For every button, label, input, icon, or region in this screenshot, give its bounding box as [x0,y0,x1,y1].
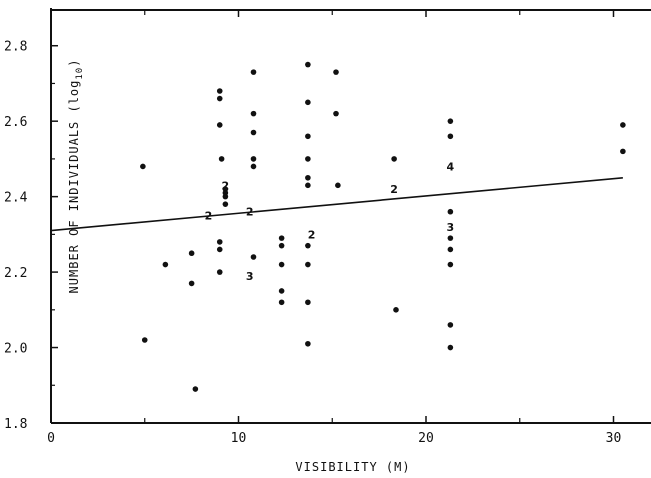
data-point [216,239,223,245]
data-point [250,254,257,260]
count-label: 2 [308,228,316,241]
y-axis-title-close: ) [67,59,81,67]
y-tick-label: 2.6 [4,115,27,130]
regression-line-group [50,176,623,232]
data-point [278,288,285,294]
data-point [278,299,285,306]
axis-ticks [50,10,615,424]
data-point [305,261,311,268]
data-point [141,337,148,343]
y-axis-title-subscript: 10 [75,67,85,80]
data-point [222,193,229,200]
data-point [218,156,225,162]
count-labels: 2 2 2 3 2 2 4 3 [205,160,455,282]
x-axis-title: VISIBILITY (M) [295,460,410,474]
data-point [447,208,454,215]
data-point [620,122,626,128]
data-point [216,88,223,94]
count-label: 2 [246,206,254,219]
data-point [305,174,311,181]
count-label: 2 [222,179,230,192]
count-label: 4 [447,160,455,173]
data-point [391,156,397,162]
data-point [305,299,311,306]
data-point [278,242,285,249]
x-tick-label: 0 [47,431,55,446]
data-point [140,163,146,170]
y-tick-label: 2.0 [4,342,27,357]
data-point [305,242,311,249]
data-point [447,261,454,268]
data-point [278,261,285,268]
data-point [250,110,257,117]
data-point [305,133,311,140]
data-point [620,148,626,155]
data-point [447,246,454,253]
data-point [447,235,454,241]
y-tick-label: 2.2 [4,266,27,281]
y-tick-label: 1.8 [4,417,27,432]
data-point [250,156,257,162]
data-point [222,201,229,207]
data-point [447,322,454,328]
data-point [305,61,311,68]
x-tick-label: 20 [418,431,434,446]
count-label: 2 [390,183,398,196]
data-point [447,118,454,124]
axis-tick-labels: 0 10 20 30 1.8 2.0 2.2 2.4 2.6 2.8 [4,40,621,446]
data-point [305,340,311,347]
y-tick-label: 2.8 [4,40,27,55]
data-point [278,235,285,241]
count-label: 2 [205,210,213,223]
data-point [333,110,339,117]
data-point [335,182,341,189]
data-point [216,122,223,128]
count-label: 3 [447,221,455,234]
y-axis-title: NUMBER OF INDIVIDUALS (log10) [67,59,85,294]
data-point [250,129,257,136]
data-point [447,133,454,140]
data-point [162,261,169,268]
plot-axes [50,8,651,424]
data-point [216,246,223,253]
count-label: 3 [246,270,254,283]
x-tick-label: 30 [606,431,622,446]
data-point [447,344,454,351]
data-point [188,280,195,287]
data-point [216,269,223,275]
data-point [216,95,223,102]
regression-line [50,176,623,232]
data-point [305,156,311,162]
data-points [140,61,626,392]
y-axis-title-main: NUMBER OF INDIVIDUALS (log [67,80,81,294]
data-point [393,307,399,313]
data-point [250,69,257,75]
data-point [305,99,311,106]
y-tick-label: 2.4 [4,191,28,206]
data-point [192,386,199,392]
x-tick-label: 10 [231,431,247,446]
data-point [250,163,257,170]
data-point [188,250,195,257]
data-point [333,69,339,75]
data-point [305,182,311,189]
